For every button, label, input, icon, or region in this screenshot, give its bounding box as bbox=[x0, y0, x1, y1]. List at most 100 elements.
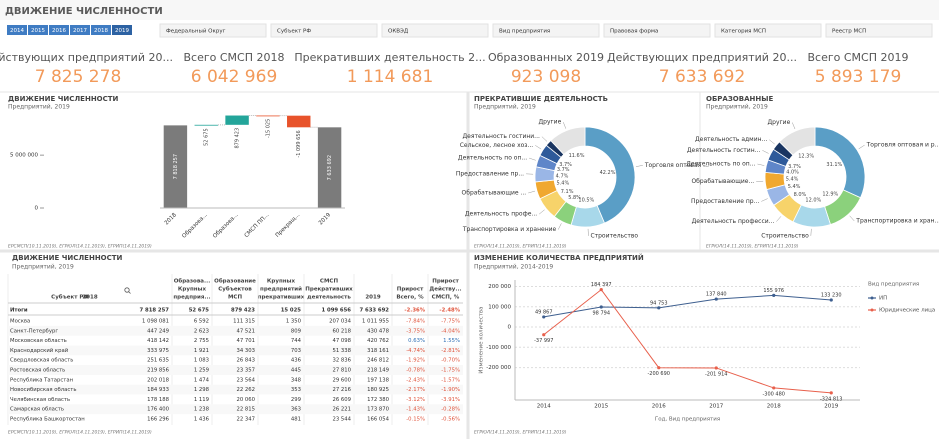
column-header: Прекративших bbox=[305, 287, 353, 293]
source-note: ЕРСМСП(10.11.2019), ЕГРЮЛ(14.11.2019), Е… bbox=[8, 430, 152, 436]
kpi-label: Прекративших деятельность 2... bbox=[294, 51, 485, 64]
value-label: 52 675 bbox=[204, 128, 210, 146]
panel-subtitle: Предприятий, 2019 bbox=[12, 264, 74, 271]
filter-box[interactable] bbox=[603, 23, 711, 38]
year-tab-label: 2019 bbox=[115, 28, 129, 34]
year-tab[interactable] bbox=[49, 25, 69, 35]
table-cell: -1.57% bbox=[441, 377, 460, 383]
table-cell: 22 815 bbox=[236, 407, 255, 413]
data-point bbox=[657, 366, 661, 370]
year-tab[interactable] bbox=[112, 25, 132, 35]
search-icon[interactable] bbox=[128, 291, 131, 294]
slice-name: Деятельность профе... bbox=[465, 211, 537, 218]
filter-box[interactable] bbox=[381, 23, 489, 38]
year-tab-label: 2015 bbox=[31, 28, 45, 34]
column-header: Крупных bbox=[267, 279, 296, 285]
table-cell: 1 119 bbox=[194, 397, 209, 403]
year-tab[interactable] bbox=[28, 25, 48, 35]
x-tick-label: СМСП ПП... bbox=[244, 212, 271, 239]
filter-label: ОКВЭД bbox=[388, 29, 409, 35]
table-cell: -0.78% bbox=[406, 368, 425, 374]
table-cell: 879 423 bbox=[231, 308, 255, 314]
table-cell: 436 bbox=[291, 358, 302, 364]
table-cell: 202 018 bbox=[147, 377, 170, 383]
slice-name: Торговля оптовая ... bbox=[644, 162, 709, 169]
table-cell: -7.84% bbox=[406, 319, 425, 325]
slice-name: Обрабатывающие... bbox=[691, 178, 754, 185]
panel-subtitle: Предприятий, 2019 bbox=[474, 104, 536, 111]
year-tab[interactable] bbox=[7, 25, 27, 35]
table-cell: 1 298 bbox=[194, 387, 210, 393]
data-point bbox=[772, 386, 776, 390]
column-header: Субъектов bbox=[218, 286, 252, 293]
page-title: ДВИЖЕНИЕ ЧИСЛЕННОСТИ bbox=[5, 6, 163, 17]
x-tick-label: 2019 bbox=[318, 212, 332, 226]
year-tab[interactable] bbox=[91, 25, 111, 35]
x-axis-label: Год, Вид предприятия bbox=[655, 417, 720, 423]
table-cell: 26 221 bbox=[332, 407, 351, 413]
header-bar bbox=[0, 0, 939, 20]
table-cell: -0.28% bbox=[441, 407, 460, 413]
table-cell: 348 bbox=[291, 377, 302, 383]
leader-line bbox=[563, 122, 567, 129]
filter-box[interactable] bbox=[159, 23, 267, 38]
table-cell: 7 633 692 bbox=[360, 308, 390, 314]
legend-label: ИП bbox=[879, 296, 887, 302]
value-label: -1 099 656 bbox=[296, 130, 302, 157]
table-cell: 29 600 bbox=[332, 377, 351, 383]
slice-name: Другие bbox=[767, 119, 790, 126]
table-cell: 47 701 bbox=[236, 338, 255, 344]
table-cell: 27 216 bbox=[332, 387, 351, 393]
table-cell: 6 592 bbox=[194, 319, 209, 325]
leader-line bbox=[792, 122, 796, 130]
table-cell: 166 296 bbox=[147, 417, 170, 423]
year-tab[interactable] bbox=[70, 25, 90, 35]
column-header: 2018 bbox=[82, 295, 97, 301]
data-label: -37 997 bbox=[534, 338, 553, 344]
data-label: -300 480 bbox=[763, 391, 785, 397]
table-cell: -2.43% bbox=[406, 377, 425, 383]
slice-name: Транспортировка и хранение bbox=[462, 226, 557, 233]
slice-value-label: 31.1% bbox=[826, 162, 842, 168]
donut-slice bbox=[778, 126, 816, 156]
filter-box[interactable] bbox=[270, 23, 378, 38]
table-cell: 251 635 bbox=[147, 358, 169, 364]
row-band bbox=[8, 365, 463, 375]
column-header: Образование bbox=[214, 278, 256, 285]
value-label: 7 633 692 bbox=[327, 155, 333, 180]
y-tick-label: -100 000 bbox=[486, 345, 511, 351]
table-cell: 481 bbox=[291, 417, 301, 423]
filter-box[interactable] bbox=[825, 23, 933, 38]
table-cell: Санкт-Петербург bbox=[10, 328, 58, 334]
table-cell: 47 521 bbox=[236, 328, 255, 334]
table-cell: 353 bbox=[291, 387, 301, 393]
panel-subtitle: Предприятий, 2019 bbox=[706, 104, 768, 111]
table-cell: 23 564 bbox=[236, 377, 255, 383]
data-label: -201 914 bbox=[705, 371, 727, 377]
table-cell: 246 812 bbox=[367, 358, 389, 364]
table-cell: -0.15% bbox=[406, 417, 425, 423]
table-cell: 180 925 bbox=[367, 387, 389, 393]
slice-value-label: 3.7% bbox=[788, 164, 801, 170]
data-point bbox=[657, 306, 661, 310]
data-label: 137 840 bbox=[706, 292, 727, 298]
row-band bbox=[8, 404, 463, 415]
table-cell: Краснодарский край bbox=[10, 347, 68, 354]
filter-label: Вид предприятия bbox=[499, 29, 550, 35]
filter-box[interactable] bbox=[492, 23, 600, 38]
table-cell: Республика Татарстан bbox=[10, 377, 73, 383]
data-point bbox=[542, 315, 546, 319]
table-cell: 0.63% bbox=[408, 338, 425, 344]
filter-box[interactable] bbox=[714, 23, 822, 38]
y-tick-label: 0 bbox=[508, 325, 512, 331]
leader-line bbox=[635, 165, 643, 167]
table-cell: -2.36% bbox=[404, 308, 425, 314]
table-cell: -3.91% bbox=[441, 397, 460, 403]
table-cell: -1.90% bbox=[441, 387, 460, 393]
leader-line bbox=[762, 150, 769, 154]
search-icon[interactable] bbox=[124, 287, 130, 293]
leader-line bbox=[769, 139, 775, 145]
slice-name: Строительство bbox=[761, 232, 809, 239]
slice-name: Деятельность гостин... bbox=[687, 147, 761, 154]
source-note: ЕГРЮЛ(14.11.2019), ЕГРИП(14.11.2019) bbox=[706, 244, 799, 250]
